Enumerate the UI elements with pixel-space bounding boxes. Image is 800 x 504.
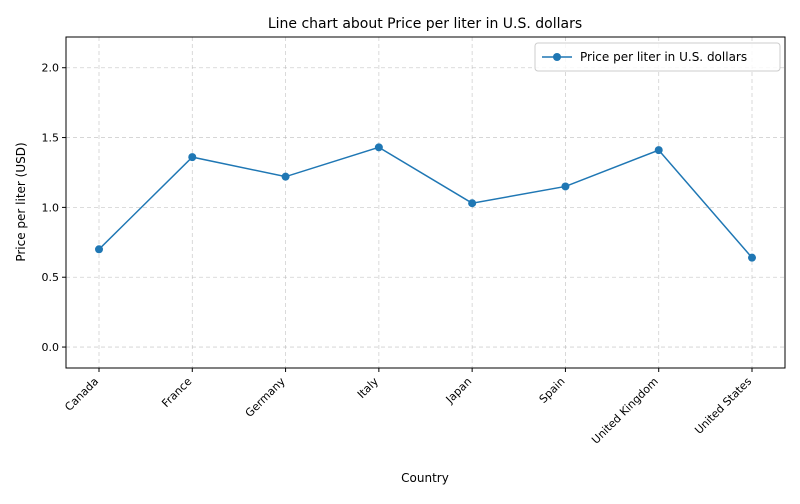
grid	[66, 37, 785, 368]
y-axis-label: Price per liter (USD)	[14, 142, 28, 261]
data-point	[654, 146, 663, 155]
legend-label: Price per liter in U.S. dollars	[580, 50, 747, 64]
y-tick-label: 1.5	[42, 132, 60, 145]
legend: Price per liter in U.S. dollars	[534, 42, 781, 72]
data-point	[468, 199, 477, 208]
y-tick-label: 1.0	[42, 201, 60, 214]
y-tick-label: 2.0	[42, 62, 60, 75]
data-point	[188, 153, 197, 162]
chart-title: Line chart about Price per liter in U.S.…	[268, 16, 582, 32]
data-point	[95, 245, 103, 254]
data-point	[748, 253, 756, 262]
y-tick-label: 0.5	[42, 271, 60, 284]
legend-point-marker	[553, 53, 561, 61]
x-axis-label: Country	[401, 471, 449, 485]
series	[95, 143, 756, 262]
y-tick-label: 0.0	[42, 341, 60, 354]
legend-box	[534, 42, 781, 72]
series-line	[98, 146, 753, 259]
data-point	[281, 172, 290, 181]
data-point	[561, 182, 570, 191]
plot-frame	[65, 36, 786, 369]
data-point	[374, 143, 383, 152]
